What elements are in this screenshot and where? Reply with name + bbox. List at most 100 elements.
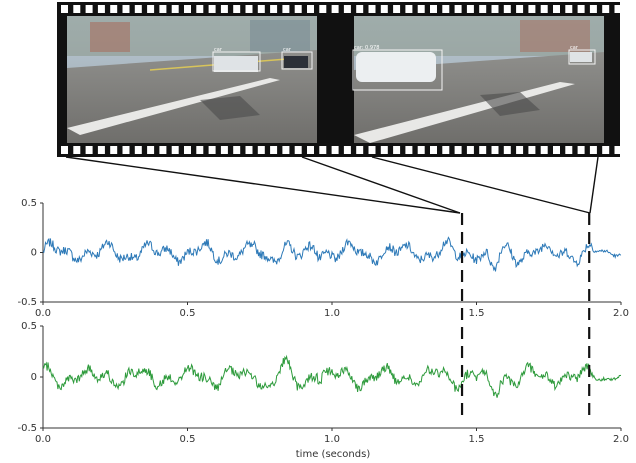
x-tick-label: 1.5 [469, 308, 485, 319]
sprocket-hole [134, 146, 142, 154]
sprocket-hole [196, 5, 204, 13]
sprocket-hole [233, 5, 241, 13]
sprocket-hole [208, 146, 216, 154]
x-tick-label: 0.5 [180, 434, 196, 445]
signal-line [42, 236, 622, 272]
sprocket-hole [85, 146, 93, 154]
sprocket-hole [73, 146, 81, 154]
sprocket-hole [110, 5, 118, 13]
sprocket-hole [122, 146, 130, 154]
sprocket-hole [565, 146, 573, 154]
detection-label: car: 0.978 [354, 45, 379, 51]
sprocket-hole [577, 5, 585, 13]
sprocket-hole [257, 146, 265, 154]
sprocket-hole [430, 5, 437, 13]
sprocket-hole [491, 5, 499, 13]
sprocket-hole [270, 146, 278, 154]
sprocket-hole [393, 146, 401, 154]
frame-connectors [65, 156, 599, 214]
sprocket-hole [208, 5, 216, 13]
sprocket-hole [343, 5, 351, 13]
sprocket-hole [245, 5, 253, 13]
sprocket-hole [97, 146, 105, 154]
detection-label: car [283, 47, 292, 53]
sprocket-hole [282, 146, 290, 154]
sprocket-hole [380, 146, 388, 154]
sprocket-hole [589, 146, 597, 154]
sprocket-hole [319, 146, 327, 154]
sprocket-hole [466, 5, 474, 13]
sprocket-hole [134, 5, 142, 13]
sprocket-hole [147, 146, 155, 154]
y-tick-label: 0 [31, 372, 37, 383]
y-tick-label: 0 [31, 248, 37, 259]
y-tick-label: 0.5 [21, 198, 37, 209]
sprocket-hole [61, 146, 68, 154]
connector-line [371, 156, 591, 214]
sprocket-hole [516, 146, 524, 154]
sprocket-hole [294, 5, 302, 13]
sprocket-hole [282, 5, 290, 13]
sprocket-hole [270, 5, 278, 13]
event-markers [460, 213, 591, 418]
sprocket-hole [220, 5, 228, 13]
sprocket-hole [122, 5, 130, 13]
x-tick-label: 1.5 [469, 434, 485, 445]
sprocket-hole [602, 5, 610, 13]
sprocket-hole [147, 5, 155, 13]
y-tick-label: -0.5 [17, 297, 37, 308]
sprocket-hole [614, 5, 622, 13]
sprocket-hole [442, 146, 450, 154]
sprocket-hole [73, 5, 81, 13]
sprocket-hole [466, 146, 474, 154]
sprocket-hole [540, 5, 548, 13]
y-tick-label: 0.5 [21, 321, 37, 332]
x-axis-label: time (seconds) [296, 449, 371, 460]
sprocket-hole [196, 146, 204, 154]
detection-label: car [214, 47, 223, 53]
detection-label: car [570, 45, 579, 51]
video-frame-2: car: 0.978 car [352, 16, 620, 143]
sprocket-hole [417, 5, 425, 13]
sprocket-hole [553, 146, 560, 154]
sprocket-hole [553, 5, 560, 13]
sprocket-hole [356, 146, 364, 154]
sprocket-hole [454, 146, 462, 154]
sprocket-hole [171, 5, 179, 13]
sprocket-hole [393, 5, 401, 13]
video-frame-1: car car [57, 16, 354, 143]
sprocket-hole [159, 5, 167, 13]
sprocket-hole [442, 5, 450, 13]
sprocket-hole [97, 5, 105, 13]
x-tick-label: 1.0 [324, 434, 340, 445]
x-tick-label: 0.5 [180, 308, 196, 319]
x-tick-label: 1.0 [324, 308, 340, 319]
sprocket-hole [220, 146, 228, 154]
sprocket-hole [540, 146, 548, 154]
x-tick-label: 2.0 [613, 308, 629, 319]
sprocket-hole [245, 146, 253, 154]
sprocket-hole [184, 5, 191, 13]
sprocket-hole [307, 146, 314, 154]
x-tick-label: 2.0 [613, 434, 629, 445]
sprocket-hole [307, 5, 314, 13]
sprocket-hole [368, 146, 376, 154]
film-sprockets-bottom [61, 146, 622, 154]
sprocket-hole [503, 146, 511, 154]
sprocket-hole [85, 5, 93, 13]
connector-line [589, 156, 599, 214]
sprocket-hole [565, 5, 573, 13]
sprocket-hole [356, 5, 364, 13]
sprocket-hole [331, 146, 339, 154]
sprocket-hole [380, 5, 388, 13]
signal-plot-blue: 0.0 0.5 1.0 1.5 2.0 0.5 0 -0.5 [17, 198, 628, 319]
film-sprockets-top [61, 5, 622, 13]
sprocket-hole [602, 146, 610, 154]
sprocket-hole [405, 146, 413, 154]
sprocket-hole [110, 146, 118, 154]
sprocket-hole [589, 5, 597, 13]
sprocket-hole [368, 5, 376, 13]
sprocket-hole [430, 146, 437, 154]
sprocket-hole [184, 146, 191, 154]
sprocket-hole [479, 146, 487, 154]
